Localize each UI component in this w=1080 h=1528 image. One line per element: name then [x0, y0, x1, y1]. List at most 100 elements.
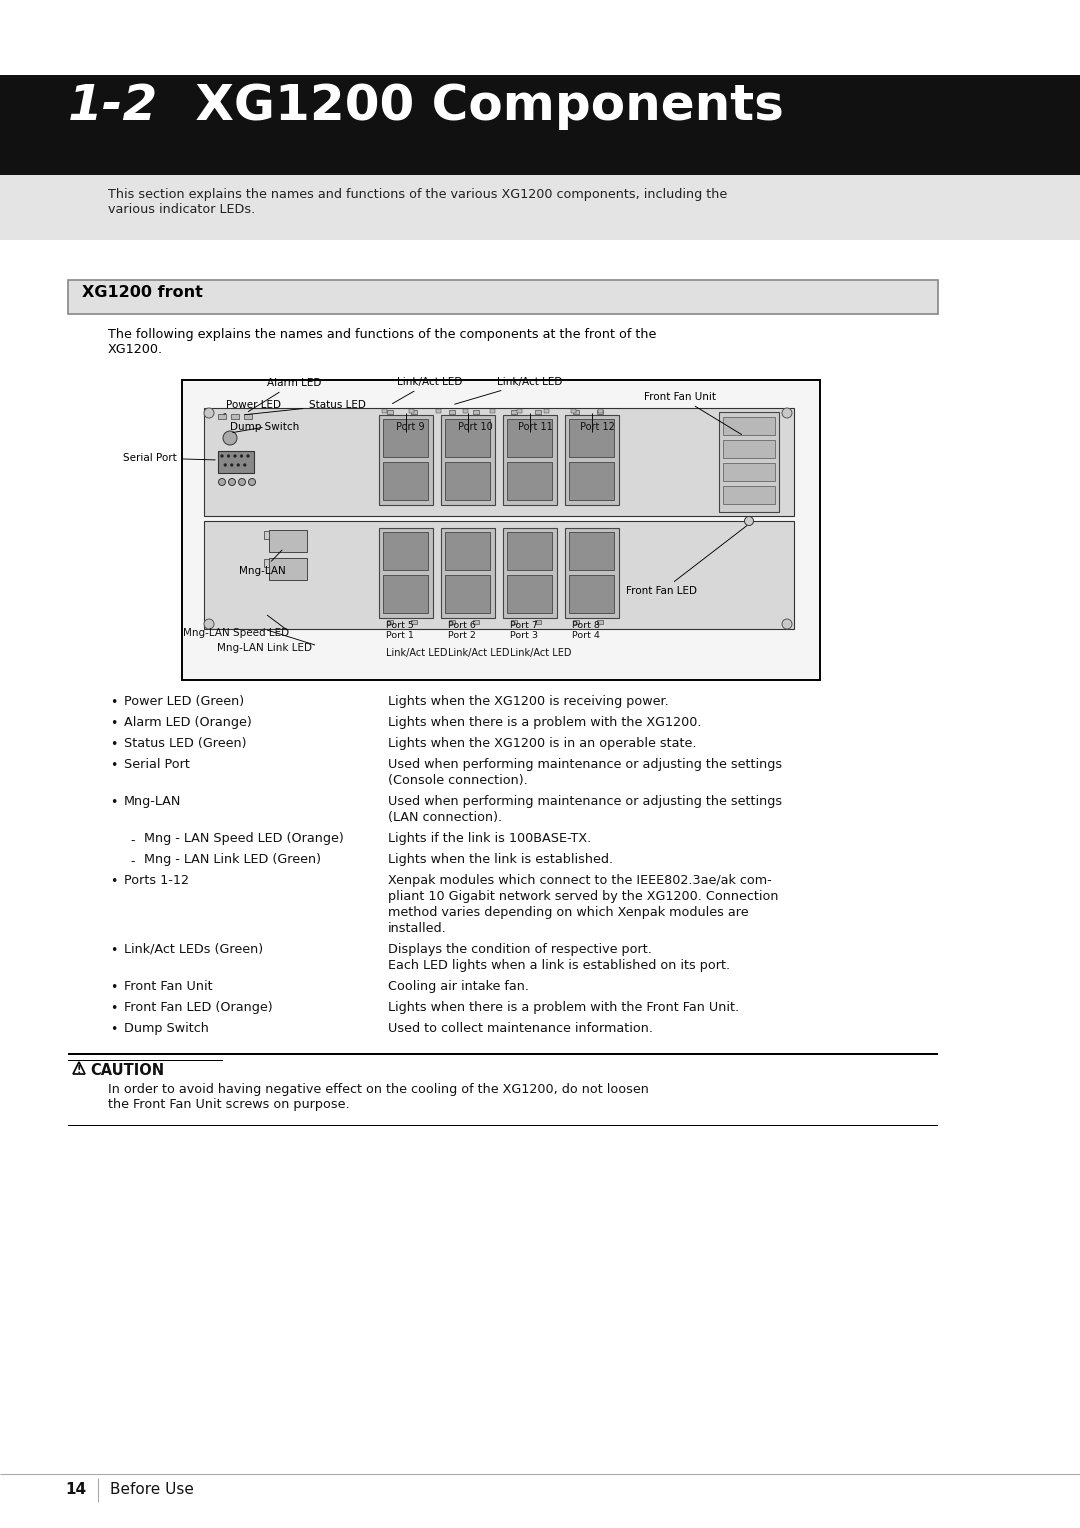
Text: Link/Act LED: Link/Act LED — [448, 648, 510, 659]
Text: CAUTION: CAUTION — [90, 1063, 164, 1077]
Bar — [383, 575, 428, 613]
Circle shape — [237, 463, 240, 466]
Text: Port 2: Port 2 — [448, 631, 476, 640]
Bar — [0, 0, 1080, 75]
Bar — [411, 620, 417, 623]
Bar — [463, 410, 468, 413]
Circle shape — [782, 619, 792, 630]
Text: Port 5: Port 5 — [386, 620, 414, 630]
Text: Link/Act LED: Link/Act LED — [386, 648, 447, 659]
Text: Port 1: Port 1 — [386, 631, 414, 640]
Bar — [244, 414, 252, 419]
Bar — [218, 451, 254, 474]
Bar — [204, 408, 794, 516]
Text: Mng - LAN Link LED (Green): Mng - LAN Link LED (Green) — [144, 853, 321, 866]
Text: XG1200 Components: XG1200 Components — [178, 83, 784, 130]
Text: Link/Act LEDs (Green): Link/Act LEDs (Green) — [124, 943, 264, 957]
Text: (Console connection).: (Console connection). — [388, 775, 528, 787]
Text: Lights if the link is 100BASE-TX.: Lights if the link is 100BASE-TX. — [388, 833, 591, 845]
Text: •: • — [110, 876, 118, 888]
Bar — [269, 530, 307, 552]
Bar — [387, 620, 393, 623]
Circle shape — [224, 463, 227, 466]
Circle shape — [220, 455, 224, 457]
Text: pliant 10 Gigabit network served by the XG1200. Connection: pliant 10 Gigabit network served by the … — [388, 889, 779, 903]
Bar — [382, 410, 387, 413]
Bar — [441, 529, 495, 617]
Text: Lights when the XG1200 is in an operable state.: Lights when the XG1200 is in an operable… — [388, 736, 697, 750]
Text: Mng-LAN: Mng-LAN — [124, 795, 181, 808]
Text: •: • — [110, 1002, 118, 1015]
Text: -: - — [130, 856, 135, 868]
Text: •: • — [110, 717, 118, 730]
Text: Port 6: Port 6 — [448, 620, 476, 630]
Text: installed.: installed. — [388, 921, 447, 935]
Bar — [183, 380, 820, 680]
Text: The following explains the names and functions of the components at the front of: The following explains the names and fun… — [108, 329, 657, 356]
Text: Status LED: Status LED — [245, 400, 365, 414]
Text: Serial Port: Serial Port — [123, 452, 215, 463]
Bar — [269, 558, 307, 581]
Bar — [445, 419, 490, 457]
Bar — [473, 410, 480, 414]
Bar — [597, 410, 603, 414]
Circle shape — [233, 455, 237, 457]
Bar — [511, 620, 517, 623]
Bar — [503, 416, 557, 504]
Bar — [379, 416, 433, 504]
Bar — [473, 620, 480, 623]
Bar — [569, 575, 615, 613]
Bar — [569, 419, 615, 457]
Bar — [449, 410, 455, 414]
Text: Before Use: Before Use — [110, 1482, 194, 1497]
Bar — [0, 176, 1080, 240]
Text: This section explains the names and functions of the various XG1200 components, : This section explains the names and func… — [108, 188, 727, 215]
Text: Used when performing maintenance or adjusting the settings: Used when performing maintenance or adju… — [388, 758, 782, 772]
Bar — [441, 416, 495, 504]
Circle shape — [239, 478, 245, 486]
Bar — [507, 419, 552, 457]
Bar — [218, 414, 226, 419]
Circle shape — [248, 478, 256, 486]
Text: Port 10: Port 10 — [458, 422, 492, 432]
Bar — [445, 575, 490, 613]
Bar — [573, 410, 579, 414]
Text: Mng-LAN Link LED: Mng-LAN Link LED — [217, 643, 312, 652]
Bar — [445, 532, 490, 570]
Circle shape — [246, 455, 249, 457]
Circle shape — [218, 478, 226, 486]
Circle shape — [744, 516, 754, 526]
Text: Lights when the link is established.: Lights when the link is established. — [388, 853, 613, 866]
Text: (LAN connection).: (LAN connection). — [388, 811, 502, 824]
Text: In order to avoid having negative effect on the cooling of the XG1200, do not lo: In order to avoid having negative effect… — [108, 1083, 649, 1111]
Text: 1-2: 1-2 — [68, 83, 159, 130]
Bar — [723, 417, 775, 435]
Bar — [68, 280, 939, 313]
Text: •: • — [110, 1024, 118, 1036]
Circle shape — [782, 408, 792, 419]
Bar — [503, 529, 557, 617]
Text: Alarm LED: Alarm LED — [248, 377, 321, 411]
Bar — [383, 419, 428, 457]
Bar — [598, 410, 603, 413]
Bar — [597, 620, 603, 623]
Bar — [387, 410, 393, 414]
Text: •: • — [110, 981, 118, 995]
Text: Front Fan LED: Front Fan LED — [626, 526, 746, 596]
Text: Dump Switch: Dump Switch — [230, 422, 299, 432]
Bar — [383, 461, 428, 500]
Bar — [379, 529, 433, 617]
Text: method varies depending on which Xenpak modules are: method varies depending on which Xenpak … — [388, 906, 748, 918]
Text: Link/Act LED: Link/Act LED — [392, 377, 462, 403]
Bar — [573, 620, 579, 623]
Text: Link/Act LED: Link/Act LED — [455, 377, 563, 405]
Text: Lights when there is a problem with the Front Fan Unit.: Lights when there is a problem with the … — [388, 1001, 739, 1015]
Text: Port 9: Port 9 — [396, 422, 424, 432]
Bar — [535, 620, 541, 623]
Text: Port 4: Port 4 — [572, 631, 599, 640]
Bar — [449, 620, 455, 623]
Circle shape — [204, 619, 214, 630]
Bar — [535, 410, 541, 414]
Circle shape — [222, 431, 237, 445]
Text: •: • — [110, 796, 118, 808]
